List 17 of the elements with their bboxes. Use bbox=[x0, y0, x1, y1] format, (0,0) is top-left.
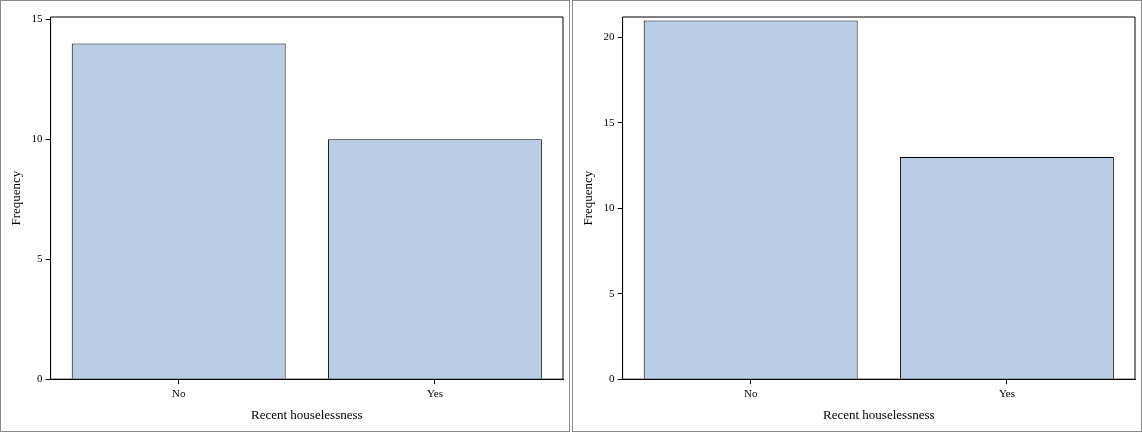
x-tick-label: No bbox=[171, 386, 186, 399]
y-tick-label: 10 bbox=[31, 132, 44, 145]
y-tick-label: 0 bbox=[37, 372, 44, 385]
x-tick-label: Yes bbox=[426, 386, 443, 399]
y-axis-title: Frequency bbox=[580, 170, 596, 226]
y-tick-label: 10 bbox=[603, 201, 616, 214]
y-tick-label: 0 bbox=[609, 372, 616, 385]
x-tick-label: Yes bbox=[998, 386, 1015, 399]
y-tick-label: 15 bbox=[31, 12, 44, 25]
y-tick-label: 15 bbox=[603, 115, 616, 128]
x-tick-label: No bbox=[743, 386, 758, 399]
x-axis-title: Recent houselessness bbox=[251, 406, 363, 422]
y-tick-label: 5 bbox=[37, 252, 44, 265]
y-tick-label: 20 bbox=[603, 30, 616, 43]
y-tick-label: 5 bbox=[609, 286, 616, 299]
x-axis-title: Recent houselessness bbox=[823, 406, 935, 422]
y-axis-title: Frequency bbox=[8, 170, 24, 226]
